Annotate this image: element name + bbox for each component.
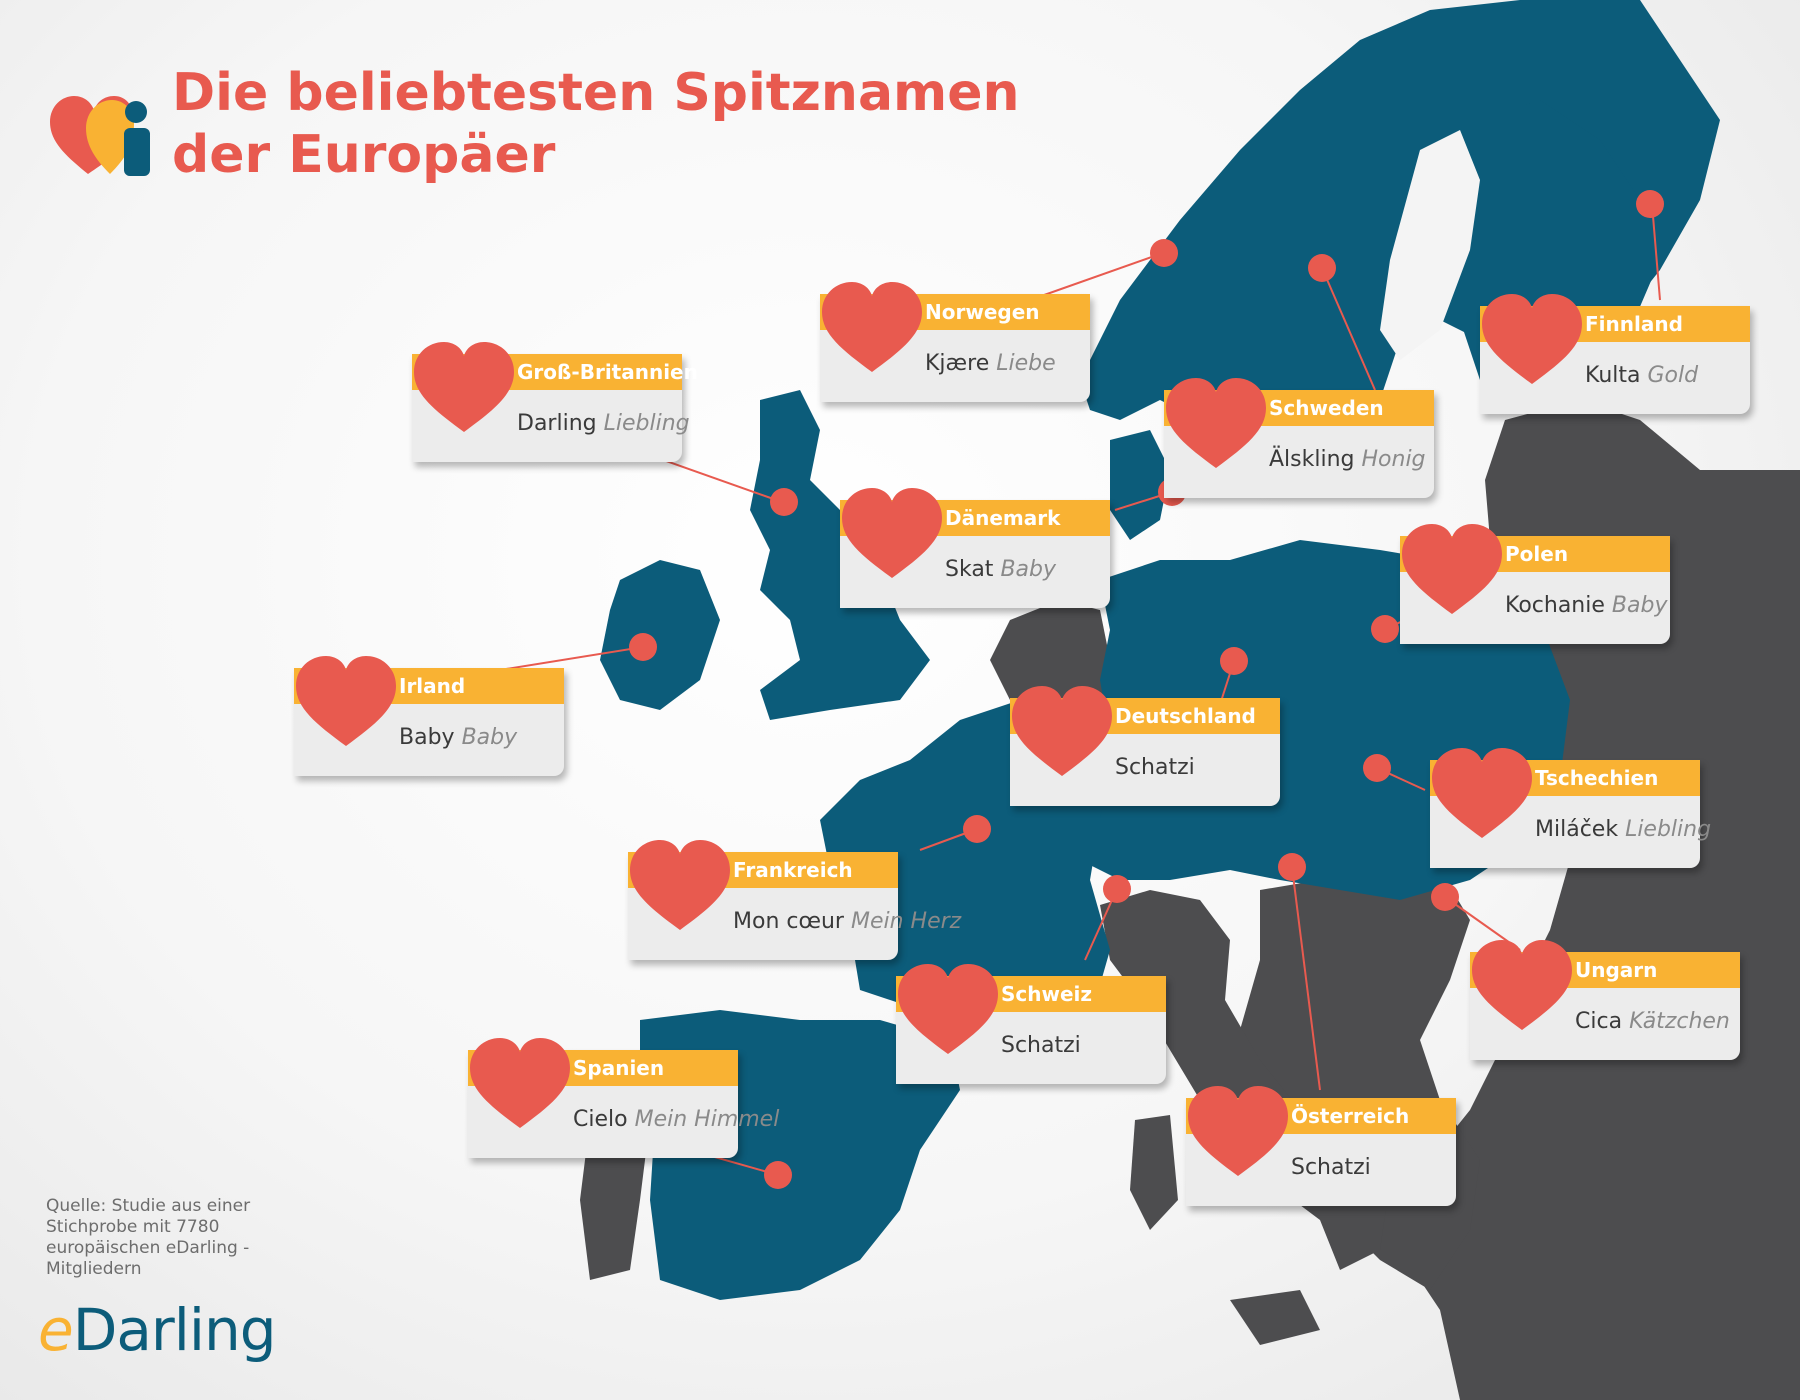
nickname: Miláček Liebling <box>1535 817 1712 842</box>
label-schweiz: Schweiz Schatzi <box>896 964 1166 1084</box>
label-gross-britannien: Groß-Britannien Darling Liebling <box>412 342 698 462</box>
translation: Mein Himmel <box>634 1107 780 1132</box>
heart-icon <box>414 342 514 432</box>
nickname: Älskling Honig <box>1269 447 1426 472</box>
heart-icon <box>296 656 396 746</box>
heart-icon <box>822 282 922 372</box>
translation: Baby <box>1000 557 1056 582</box>
label-schweden: Schweden Älskling Honig <box>1164 378 1434 498</box>
heart-icon <box>1472 940 1572 1030</box>
heart-icon <box>1166 378 1266 468</box>
country-name: Tschechien <box>1535 766 1659 790</box>
dot-tschechien <box>1363 754 1391 782</box>
brand-rest: Darling <box>72 1296 277 1364</box>
edarling-heart-logo-icon <box>50 96 150 176</box>
country-name: Irland <box>399 674 466 698</box>
heart-icon <box>470 1038 570 1128</box>
country-name: Österreich <box>1291 1104 1410 1128</box>
label-oesterreich: Österreich Schatzi <box>1186 1086 1456 1206</box>
label-irland: Irland Baby Baby <box>294 656 564 776</box>
dot-schweiz <box>1103 875 1131 903</box>
heart-icon <box>1432 748 1532 838</box>
nickname: Darling Liebling <box>517 411 690 436</box>
dot-deutschland <box>1220 647 1248 675</box>
dot-irland <box>629 633 657 661</box>
dot-schweden <box>1308 254 1336 282</box>
dot-norwegen <box>1150 239 1178 267</box>
nickname: Kjære Liebe <box>925 351 1056 376</box>
heart-icon <box>1402 524 1502 614</box>
translation: Liebling <box>603 411 690 436</box>
label-polen: Polen Kochanie Baby <box>1400 524 1670 644</box>
title-line-1: Die beliebtesten Spitznamen <box>172 63 1020 123</box>
label-spanien: Spanien Cielo Mein Himmel <box>468 1038 779 1158</box>
translation: Mein Herz <box>850 909 962 934</box>
label-daenemark: Dänemark Skat Baby <box>840 488 1110 608</box>
location-dots <box>629 190 1664 1189</box>
label-ungarn: Ungarn Cica Kätzchen <box>1470 940 1740 1060</box>
nickname: Cica Kätzchen <box>1575 1009 1730 1034</box>
heart-icon <box>1188 1086 1288 1176</box>
country-name: Polen <box>1505 542 1569 566</box>
heart-icon <box>630 840 730 930</box>
translation: Kätzchen <box>1629 1009 1730 1034</box>
country-name: Schweiz <box>1001 982 1093 1006</box>
heart-icon <box>842 488 942 578</box>
dot-spanien <box>764 1161 792 1189</box>
nickname: Schatzi <box>1291 1155 1371 1180</box>
label-deutschland: Deutschland Schatzi <box>1010 686 1280 806</box>
country-name: Groß-Britannien <box>517 360 698 384</box>
nickname: Skat Baby <box>945 557 1056 582</box>
translation: Liebling <box>1625 817 1712 842</box>
nickname: Cielo Mein Himmel <box>573 1107 780 1132</box>
region-gulf-of-bothnia <box>1380 130 1480 360</box>
translation: Gold <box>1647 363 1699 388</box>
dot-frankreich <box>963 815 991 843</box>
nickname: Baby Baby <box>399 725 518 750</box>
country-name: Ungarn <box>1575 958 1658 982</box>
heart-icon <box>1012 686 1112 776</box>
nickname: Mon cœur Mein Herz <box>733 909 962 934</box>
heart-icon <box>1482 294 1582 384</box>
nickname: Schatzi <box>1001 1033 1081 1058</box>
heart-icon <box>898 964 998 1054</box>
nickname: Kulta Gold <box>1585 363 1699 388</box>
country-name: Finnland <box>1585 312 1683 336</box>
dot-ungarn <box>1431 883 1459 911</box>
title-line-2: der Europäer <box>172 125 556 185</box>
country-name: Dänemark <box>945 506 1061 530</box>
country-name: Spanien <box>573 1056 665 1080</box>
country-name: Deutschland <box>1115 704 1256 728</box>
brand-logo: eDarling <box>38 1296 277 1364</box>
brand-prefix: e <box>38 1296 74 1364</box>
dot-oesterreich <box>1278 853 1306 881</box>
region-ireland <box>600 560 720 710</box>
country-name: Norwegen <box>925 300 1040 324</box>
country-name: Frankreich <box>733 858 853 882</box>
region-sardinia <box>1130 1115 1178 1230</box>
region-denmark <box>1110 430 1170 540</box>
label-norwegen: Norwegen Kjære Liebe <box>820 282 1090 402</box>
label-frankreich: Frankreich Mon cœur Mein Herz <box>628 840 961 960</box>
label-tschechien: Tschechien Miláček Liebling <box>1430 748 1711 868</box>
translation: Liebe <box>996 351 1056 376</box>
region-sicily <box>1230 1290 1320 1345</box>
nickname: Schatzi <box>1115 755 1195 780</box>
dot-polen <box>1371 615 1399 643</box>
dot-finnland <box>1636 190 1664 218</box>
region-eastern-europe <box>1370 400 1800 1400</box>
country-name: Schweden <box>1269 396 1384 420</box>
translation: Baby <box>461 725 518 750</box>
translation: Honig <box>1361 447 1426 472</box>
source-note: Quelle: Studie aus einer Stichprobe mit … <box>46 1196 251 1279</box>
translation: Baby <box>1611 593 1668 618</box>
label-finnland: Finnland Kulta Gold <box>1480 294 1750 414</box>
page-title: Die beliebtesten Spitznamen der Europäer <box>172 62 1020 186</box>
nickname: Kochanie Baby <box>1505 593 1668 618</box>
dot-gross-britannien <box>770 488 798 516</box>
